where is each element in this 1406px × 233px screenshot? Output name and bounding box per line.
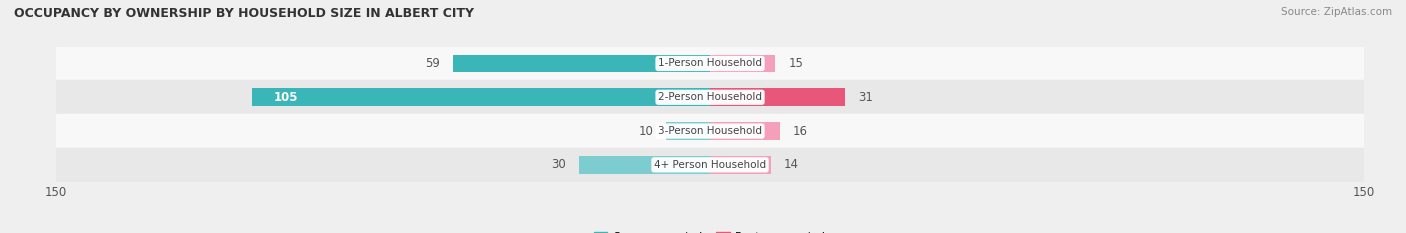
Text: 31: 31	[858, 91, 873, 104]
Bar	[666, 122, 710, 140]
Text: 10: 10	[638, 125, 654, 137]
Bar	[56, 47, 1364, 80]
Bar	[710, 122, 780, 140]
Legend: Owner-occupied, Renter-occupied: Owner-occupied, Renter-occupied	[589, 227, 831, 233]
Text: OCCUPANCY BY OWNERSHIP BY HOUSEHOLD SIZE IN ALBERT CITY: OCCUPANCY BY OWNERSHIP BY HOUSEHOLD SIZE…	[14, 7, 474, 20]
Bar	[710, 156, 770, 174]
Bar	[453, 55, 710, 72]
Bar	[252, 89, 710, 106]
Bar	[56, 80, 1364, 114]
Bar	[56, 148, 1364, 182]
Text: 3-Person Household: 3-Person Household	[658, 126, 762, 136]
Text: 2-Person Household: 2-Person Household	[658, 92, 762, 102]
Text: 59: 59	[425, 57, 440, 70]
Text: 1-Person Household: 1-Person Household	[658, 58, 762, 69]
Text: 30: 30	[551, 158, 567, 171]
Bar	[56, 114, 1364, 148]
Text: 16: 16	[793, 125, 808, 137]
Text: 15: 15	[789, 57, 803, 70]
Text: Source: ZipAtlas.com: Source: ZipAtlas.com	[1281, 7, 1392, 17]
Bar	[710, 89, 845, 106]
Text: 4+ Person Household: 4+ Person Household	[654, 160, 766, 170]
Bar	[710, 55, 776, 72]
Bar	[579, 156, 710, 174]
Text: 105: 105	[274, 91, 298, 104]
Text: 14: 14	[785, 158, 799, 171]
